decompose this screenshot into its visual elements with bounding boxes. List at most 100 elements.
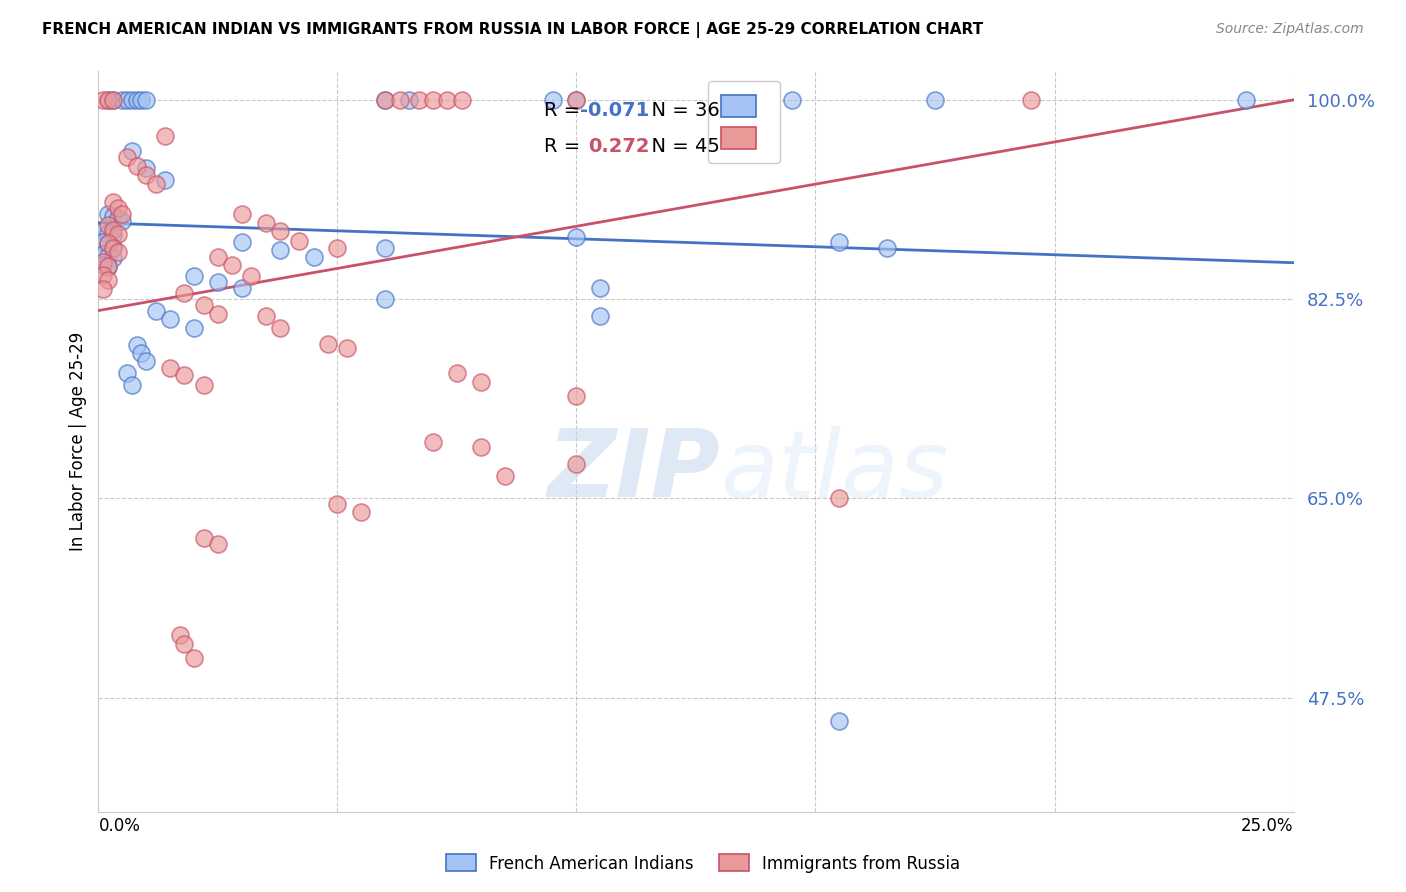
Point	[173, 637, 195, 651]
Point	[193, 377, 215, 392]
Point	[269, 224, 291, 238]
Point	[145, 177, 167, 191]
Point	[1234, 93, 1257, 107]
Point	[159, 311, 181, 326]
Point	[565, 93, 588, 107]
Point	[97, 260, 120, 275]
Point	[326, 241, 349, 255]
Point	[828, 714, 851, 728]
Point	[101, 251, 124, 265]
Point	[135, 168, 157, 182]
Point	[207, 275, 229, 289]
Point	[135, 93, 157, 107]
Point	[97, 93, 120, 107]
Point	[107, 245, 129, 260]
Point	[374, 93, 396, 107]
Point	[131, 93, 153, 107]
Point	[589, 281, 612, 295]
Point	[155, 172, 177, 186]
Point	[436, 93, 458, 107]
Point	[709, 93, 731, 107]
Point	[388, 93, 411, 107]
Text: Source: ZipAtlas.com: Source: ZipAtlas.com	[1216, 22, 1364, 37]
Point	[326, 497, 349, 511]
Text: atlas: atlas	[720, 425, 948, 516]
Y-axis label: In Labor Force | Age 25-29: In Labor Force | Age 25-29	[69, 332, 87, 551]
Point	[101, 93, 124, 107]
Text: FRENCH AMERICAN INDIAN VS IMMIGRANTS FROM RUSSIA IN LABOR FORCE | AGE 25-29 CORR: FRENCH AMERICAN INDIAN VS IMMIGRANTS FRO…	[42, 22, 983, 38]
Point	[97, 93, 120, 107]
Point	[107, 227, 129, 242]
Text: N = 45: N = 45	[638, 136, 720, 155]
Text: 25.0%: 25.0%	[1241, 817, 1294, 836]
Point	[231, 281, 253, 295]
Point	[541, 93, 564, 107]
Point	[101, 228, 124, 243]
Point	[91, 268, 114, 283]
Point	[733, 93, 755, 107]
Point	[254, 310, 277, 324]
Point	[183, 269, 205, 284]
Point	[135, 161, 157, 176]
Point	[97, 237, 120, 252]
Point	[374, 93, 396, 107]
Point	[91, 93, 114, 107]
Point	[828, 491, 851, 506]
Point	[101, 195, 124, 210]
Point	[565, 93, 588, 107]
Point	[155, 129, 177, 144]
Point	[91, 235, 114, 250]
Point	[97, 273, 120, 287]
Point	[780, 93, 803, 107]
Text: 0.272: 0.272	[589, 136, 650, 155]
Point	[125, 93, 148, 107]
Point	[91, 224, 114, 238]
Point	[101, 240, 124, 254]
Point	[207, 537, 229, 551]
Point	[135, 353, 157, 368]
Point	[183, 320, 205, 334]
Point	[876, 241, 898, 255]
Point	[221, 258, 243, 272]
Point	[350, 505, 373, 519]
Point	[91, 258, 114, 272]
Point	[565, 389, 588, 403]
Point	[924, 93, 946, 107]
Point	[398, 93, 420, 107]
Point	[470, 440, 492, 454]
Point	[374, 241, 396, 255]
Point	[828, 235, 851, 250]
Point	[121, 93, 143, 107]
Point	[91, 254, 114, 268]
Text: R =: R =	[544, 136, 593, 155]
Point	[101, 93, 124, 107]
Point	[173, 368, 195, 383]
Text: N = 36: N = 36	[638, 101, 720, 120]
Point	[231, 207, 253, 221]
Point	[316, 336, 339, 351]
Text: -0.071: -0.071	[581, 101, 650, 120]
Point	[121, 377, 143, 392]
Point	[97, 218, 120, 232]
Point	[111, 207, 134, 221]
Point	[565, 229, 588, 244]
Point	[145, 303, 167, 318]
Point	[494, 468, 516, 483]
Point	[254, 216, 277, 230]
Point	[422, 434, 444, 449]
Point	[125, 159, 148, 173]
Point	[159, 360, 181, 375]
Point	[101, 241, 124, 255]
Point	[97, 259, 120, 273]
Point	[269, 320, 291, 334]
Point	[408, 93, 430, 107]
Point	[422, 93, 444, 107]
Point	[450, 93, 472, 107]
Point	[193, 532, 215, 546]
Point	[111, 213, 134, 227]
Point	[169, 628, 191, 642]
Point	[121, 144, 143, 158]
Point	[107, 211, 129, 226]
Text: ZIP: ZIP	[547, 425, 720, 517]
Point	[193, 298, 215, 312]
